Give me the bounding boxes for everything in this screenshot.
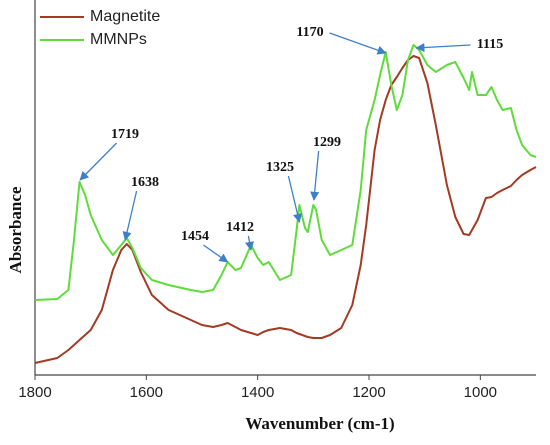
x-tick-label: 1400	[241, 384, 274, 401]
annotation: 1170	[296, 25, 323, 40]
annotation-arrow	[329, 32, 387, 55]
x-tick-label: 1600	[130, 384, 163, 401]
line-series	[34, 44, 537, 301]
x-axis-label: Wavenumber (cm-1)	[245, 414, 394, 433]
annotation-arrow	[122, 190, 138, 241]
annotation: 1115	[477, 37, 503, 52]
x-tick-label: 1000	[464, 384, 497, 401]
annotation-arrow	[310, 150, 320, 201]
annotation: 1719	[111, 127, 139, 142]
annotation-arrow	[203, 244, 229, 263]
annotation-arrow	[79, 142, 118, 181]
legend-label: MMNPs	[90, 31, 147, 48]
annotation-arrow	[245, 235, 254, 251]
annotation: 1454	[181, 229, 209, 244]
x-tick-label: 1800	[18, 384, 51, 401]
annotation-arrow	[287, 175, 302, 223]
annotation: 1638	[131, 175, 159, 190]
annotation: 1299	[313, 135, 341, 150]
annotation: 1412	[226, 220, 254, 235]
line-series	[34, 55, 537, 364]
x-tick-label: 1200	[352, 384, 385, 401]
annotation-arrow	[415, 43, 471, 53]
y-axis-label: Absorbance	[6, 186, 25, 273]
legend-label: Magnetite	[90, 8, 160, 25]
annotation: 1325	[266, 160, 294, 175]
